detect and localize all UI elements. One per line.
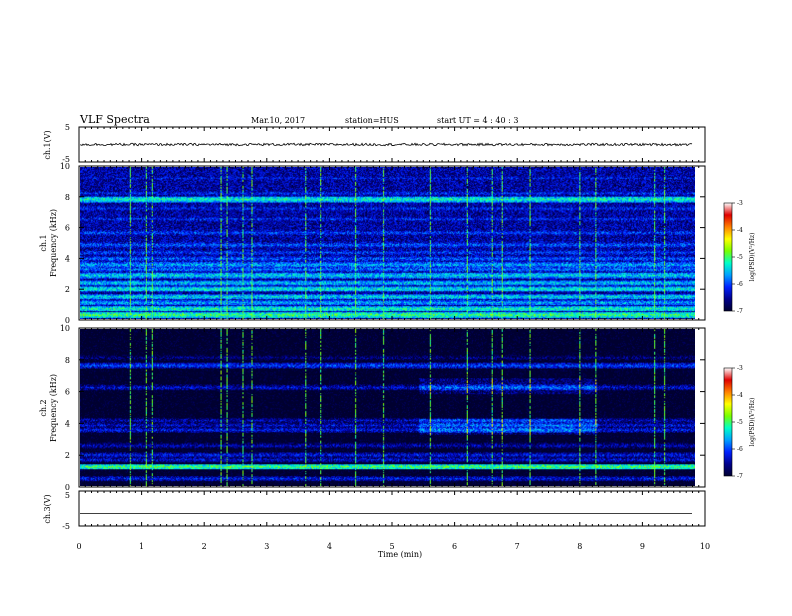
time-tick-label-1: 1 xyxy=(139,542,144,551)
figure-title: VLF Spectra xyxy=(79,113,150,126)
cb1-tick-label--6: -6 xyxy=(737,281,743,288)
ch2-spectrogram-ytick-0: 0 xyxy=(65,483,70,492)
ch2-spectrogram-ylabel-channel: ch.2 xyxy=(39,399,48,416)
ch3-ytick-top: 5 xyxy=(65,491,70,500)
ch1-spectrogram-ytick-4: 4 xyxy=(65,254,70,263)
ch3-waveform-panel: 5 -5 ch.3(V) xyxy=(43,490,706,531)
ch1-ytick-bottom: -5 xyxy=(62,155,70,164)
start-time-text: start UT = 4 : 40 : 3 xyxy=(437,116,518,125)
cb2-tick-label--3: -3 xyxy=(737,365,743,372)
ch3-waveform-ylabel: ch.3(V) xyxy=(43,494,52,523)
time-tick-label-6: 6 xyxy=(452,542,457,551)
ch1-waveform-trace xyxy=(79,142,693,147)
cb2-bar xyxy=(723,367,733,477)
ch1-spectrogram-ytick-8: 8 xyxy=(65,193,70,202)
cb1-tick-label--4: -4 xyxy=(737,227,743,234)
ch1-colorbar: -3 -4 -5 -6 -7 log(PSD)(V²/Hz) xyxy=(723,200,756,315)
station-text: station=HUS xyxy=(345,116,399,125)
ch1-ytick-top: 5 xyxy=(65,123,70,132)
ch3-ytick-bottom: -5 xyxy=(62,522,70,531)
cb1-tick-label--5: -5 xyxy=(737,254,743,261)
ch2-spectrogram-ylabel: Frequency (kHz) xyxy=(49,374,58,442)
ch1-spectrogram-ytick-6: 6 xyxy=(65,224,70,233)
time-tick-label-5: 5 xyxy=(389,542,394,551)
cb2-tick-label--4: -4 xyxy=(737,392,743,399)
ch2-spectrogram-ytick-8: 8 xyxy=(65,356,70,365)
time-tick-label-8: 8 xyxy=(577,542,582,551)
cb2-label: log(PSD)(V²/Hz) xyxy=(749,398,756,447)
cb2-tick-label--5: -5 xyxy=(737,419,743,426)
ch1-spectrogram-ylabel-channel: ch.1 xyxy=(39,234,48,251)
ch2-spectrogram-image xyxy=(80,329,695,486)
time-tick-label-4: 4 xyxy=(327,542,332,551)
cb2-tick-label--6: -6 xyxy=(737,446,743,453)
ch1-spectrogram-ytick-10: 10 xyxy=(60,162,70,171)
time-tick-label-7: 7 xyxy=(515,542,520,551)
time-tick-label-2: 2 xyxy=(202,542,207,551)
time-tick-label-0: 0 xyxy=(76,542,81,551)
ch2-colorbar: -3 -4 -5 -6 -7 log(PSD)(V²/Hz) xyxy=(723,365,756,480)
cb2-tick-label--7: -7 xyxy=(737,473,743,480)
ch1-spectrogram-ytick-0: 0 xyxy=(65,316,70,325)
cb1-bar xyxy=(723,202,733,312)
time-tick-label-3: 3 xyxy=(264,542,269,551)
ch3-waveform-frame xyxy=(78,490,706,527)
ch1-spectrogram-ytick-2: 2 xyxy=(65,285,70,294)
time-axis-label: Time (min) xyxy=(378,550,422,559)
date-text: Mar.10, 2017 xyxy=(251,116,305,125)
time-tick-label-10: 10 xyxy=(700,542,710,551)
cb1-label: log(PSD)(V²/Hz) xyxy=(749,233,756,282)
ch1-waveform-panel: 5 -5 ch.1(V) xyxy=(43,123,706,164)
ch2-spectrogram-ytick-4: 4 xyxy=(65,419,70,428)
ch2-spectrogram-ytick-2: 2 xyxy=(65,451,70,460)
time-tick-label-9: 9 xyxy=(640,542,645,551)
ch1-spectrogram-image xyxy=(80,167,695,319)
cb1-tick-label--7: -7 xyxy=(737,308,743,315)
ch1-spectrogram-ylabel: Frequency (kHz) xyxy=(49,209,58,277)
time-axis: Time (min) xyxy=(378,550,422,559)
ch1-waveform-ylabel: ch.1(V) xyxy=(43,130,52,159)
ch2-spectrogram-ytick-6: 6 xyxy=(65,388,70,397)
cb1-tick-label--3: -3 xyxy=(737,200,743,207)
ch2-spectrogram-ytick-10: 10 xyxy=(60,324,70,333)
